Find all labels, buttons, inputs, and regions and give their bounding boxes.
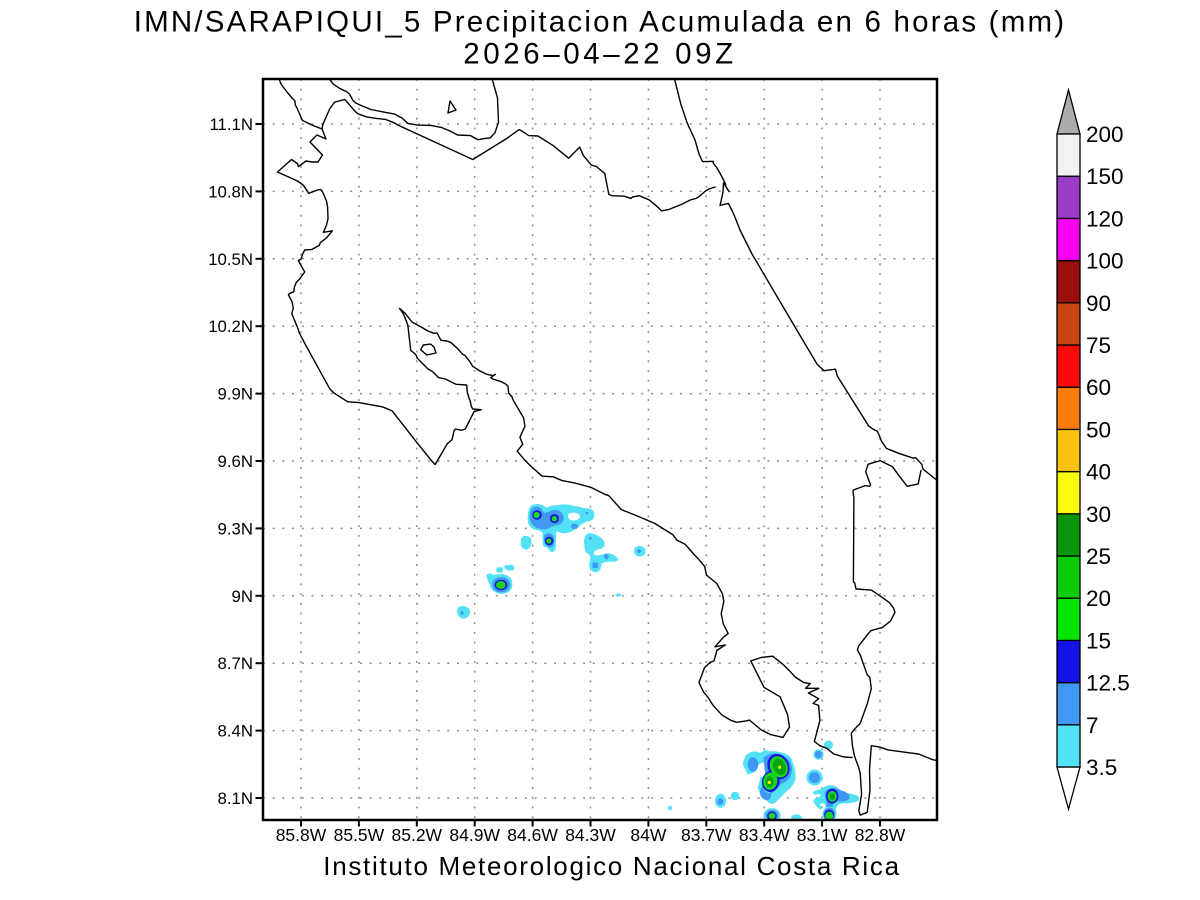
svg-text:8.7N: 8.7N bbox=[218, 654, 253, 673]
svg-text:8.1N: 8.1N bbox=[218, 789, 253, 808]
svg-text:10.5N: 10.5N bbox=[208, 250, 253, 269]
svg-text:85.5W: 85.5W bbox=[334, 825, 385, 845]
svg-text:200: 200 bbox=[1086, 122, 1124, 147]
svg-text:30: 30 bbox=[1086, 502, 1111, 527]
svg-text:84W: 84W bbox=[630, 825, 666, 845]
svg-text:10.2N: 10.2N bbox=[208, 317, 253, 336]
svg-text:11.1N: 11.1N bbox=[209, 115, 253, 134]
svg-text:9.9N: 9.9N bbox=[218, 385, 253, 404]
svg-text:2026–04–22 09Z: 2026–04–22 09Z bbox=[463, 38, 737, 71]
svg-text:120: 120 bbox=[1086, 206, 1124, 231]
svg-text:20: 20 bbox=[1086, 586, 1111, 611]
svg-text:25: 25 bbox=[1086, 544, 1111, 569]
svg-text:40: 40 bbox=[1086, 460, 1111, 485]
svg-text:150: 150 bbox=[1086, 164, 1124, 189]
svg-text:9.6N: 9.6N bbox=[218, 452, 253, 471]
svg-text:3.5: 3.5 bbox=[1086, 755, 1117, 780]
svg-text:85.8W: 85.8W bbox=[276, 825, 327, 845]
svg-text:9N: 9N bbox=[232, 587, 253, 606]
svg-text:Instituto Meteorologico Nacion: Instituto Meteorologico Nacional Costa R… bbox=[323, 851, 900, 881]
svg-text:IMN/SARAPIQUI_5 Precipitacion: IMN/SARAPIQUI_5 Precipitacion Acumulada … bbox=[134, 6, 1067, 39]
svg-text:83.1W: 83.1W bbox=[797, 825, 848, 845]
svg-text:90: 90 bbox=[1086, 291, 1111, 316]
svg-text:75: 75 bbox=[1086, 333, 1111, 358]
svg-text:7: 7 bbox=[1086, 713, 1099, 738]
svg-text:85.2W: 85.2W bbox=[392, 825, 443, 845]
svg-text:83.4W: 83.4W bbox=[739, 825, 790, 845]
svg-text:84.9W: 84.9W bbox=[449, 825, 500, 845]
svg-text:60: 60 bbox=[1086, 375, 1111, 400]
svg-text:84.3W: 84.3W bbox=[565, 825, 616, 845]
svg-text:82.8W: 82.8W bbox=[855, 825, 906, 845]
svg-text:100: 100 bbox=[1086, 249, 1124, 274]
svg-text:10.8N: 10.8N bbox=[208, 182, 253, 201]
svg-text:84.6W: 84.6W bbox=[507, 825, 558, 845]
svg-text:83.7W: 83.7W bbox=[681, 825, 732, 845]
svg-text:50: 50 bbox=[1086, 417, 1111, 442]
svg-text:9.3N: 9.3N bbox=[218, 519, 253, 538]
svg-text:8.4N: 8.4N bbox=[218, 722, 253, 741]
svg-text:15: 15 bbox=[1086, 628, 1111, 653]
svg-text:12.5: 12.5 bbox=[1086, 671, 1130, 696]
